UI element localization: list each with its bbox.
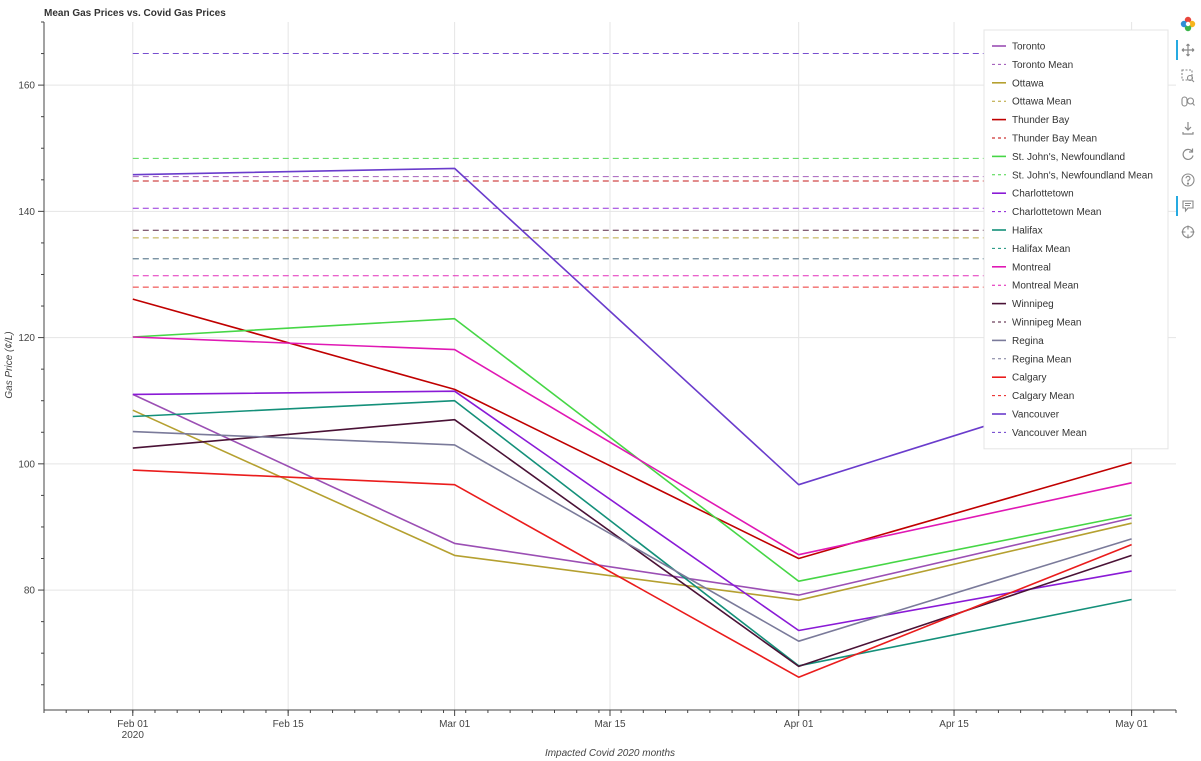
legend-label: Montreal Mean <box>1012 281 1079 292</box>
y-tick-label: 100 <box>18 459 35 470</box>
legend-item[interactable]: Halifax Mean <box>992 244 1070 255</box>
x-tick-label: Mar 15 <box>594 719 626 730</box>
series-line[interactable] <box>132 167 1132 486</box>
legend-item[interactable]: Toronto <box>992 42 1046 53</box>
legend-item[interactable]: St. John's, Newfoundland <box>992 152 1125 163</box>
mean-lines <box>132 53 1132 288</box>
x-tick-label: Apr 15 <box>939 719 969 730</box>
legend-label: Montreal <box>1012 262 1051 273</box>
legend-item[interactable]: Thunder Bay <box>992 115 1069 126</box>
x-tick-label: Mar 01 <box>439 719 471 730</box>
legend-label: Vancouver Mean <box>1012 428 1087 439</box>
legend-label: Calgary Mean <box>1012 391 1074 402</box>
legend-item[interactable]: Regina <box>992 336 1044 347</box>
legend-label: Winnipeg <box>1012 299 1054 310</box>
legend-label: Winnipeg Mean <box>1012 318 1081 329</box>
box-zoom-icon[interactable] <box>1178 66 1198 86</box>
legend-item[interactable]: Winnipeg <box>992 299 1054 310</box>
hover-icon[interactable] <box>1176 196 1198 216</box>
legend-item[interactable]: Vancouver Mean <box>992 428 1087 439</box>
legend-label: Thunder Bay <box>1012 115 1069 126</box>
legend-label: Thunder Bay Mean <box>1012 134 1097 145</box>
legend-label: Toronto Mean <box>1012 60 1073 71</box>
legend-label: Charlottetown <box>1012 189 1074 200</box>
y-tick-label: 140 <box>18 207 35 218</box>
legend-label: St. John's, Newfoundland <box>1012 152 1125 163</box>
legend-item[interactable]: Toronto Mean <box>992 60 1073 71</box>
wheel-zoom-icon[interactable] <box>1178 92 1198 112</box>
legend-label: Calgary <box>1012 373 1046 384</box>
x-tick-sublabel: 2020 <box>122 730 145 741</box>
x-tick-label: Apr 01 <box>784 719 814 730</box>
legend-label: Regina Mean <box>1012 354 1071 365</box>
legend-item[interactable]: Charlottetown <box>992 189 1074 200</box>
y-tick-label: 80 <box>24 586 36 597</box>
series-line[interactable] <box>132 399 1132 667</box>
legend-item[interactable]: Montreal Mean <box>992 281 1079 292</box>
legend-label: Regina <box>1012 336 1044 347</box>
chart-title: Mean Gas Prices vs. Covid Gas Prices <box>44 8 226 19</box>
pan-icon[interactable] <box>1176 40 1198 60</box>
save-icon[interactable] <box>1178 118 1198 138</box>
legend-label: Halifax <box>1012 226 1043 237</box>
legend-item[interactable]: Calgary Mean <box>992 391 1074 402</box>
legend-item[interactable]: Ottawa <box>992 78 1044 89</box>
y-tick-label: 160 <box>18 81 35 92</box>
legend-item[interactable]: Regina Mean <box>992 354 1071 365</box>
series-line[interactable] <box>132 469 1132 679</box>
bokeh-logo-icon[interactable] <box>1178 14 1198 34</box>
legend-label: Halifax Mean <box>1012 244 1070 255</box>
legend-item[interactable]: St. John's, Newfoundland Mean <box>992 170 1153 181</box>
legend-item[interactable]: Thunder Bay Mean <box>992 134 1097 145</box>
legend-item[interactable]: Calgary <box>992 373 1046 384</box>
legend-label: Vancouver <box>1012 410 1060 421</box>
series-lines <box>132 167 1132 679</box>
legend-label: St. John's, Newfoundland Mean <box>1012 170 1153 181</box>
legend-item[interactable]: Winnipeg Mean <box>992 318 1081 329</box>
x-tick-label: Feb 01 <box>117 719 149 730</box>
legend-label: Ottawa Mean <box>1012 97 1071 108</box>
series-line[interactable] <box>132 393 1132 596</box>
series-line[interactable] <box>132 298 1132 560</box>
legend-label: Toronto <box>1012 42 1046 53</box>
legend-label: Charlottetown Mean <box>1012 207 1102 218</box>
legend-label: Ottawa <box>1012 78 1044 89</box>
x-tick-label: Feb 15 <box>273 719 305 730</box>
x-tick-label: May 01 <box>1115 719 1148 730</box>
legend-item[interactable]: Halifax <box>992 226 1043 237</box>
series-line[interactable] <box>132 390 1132 632</box>
legend-item[interactable]: Ottawa Mean <box>992 97 1071 108</box>
y-axis-title: Gas Price (¢/L) <box>4 331 15 398</box>
x-axis-title: Impacted Covid 2020 months <box>545 748 675 759</box>
legend-box <box>983 29 1169 450</box>
reset-icon[interactable] <box>1178 144 1198 164</box>
series-line[interactable] <box>132 409 1132 602</box>
series-line[interactable] <box>132 317 1132 583</box>
y-tick-label: 120 <box>18 333 35 344</box>
legend-item[interactable]: Charlottetown Mean <box>992 207 1102 218</box>
legend-item[interactable]: Vancouver <box>992 410 1060 421</box>
legend-item[interactable]: Montreal <box>992 262 1051 273</box>
series-line[interactable] <box>132 430 1132 643</box>
chart-toolbar <box>1176 14 1200 244</box>
legend[interactable]: Toronto Toronto Mean Ottawa Ottawa Mean Thun… <box>983 29 1169 450</box>
crosshair-icon[interactable] <box>1178 222 1198 242</box>
series-line[interactable] <box>132 336 1132 556</box>
help-icon[interactable] <box>1178 170 1198 190</box>
